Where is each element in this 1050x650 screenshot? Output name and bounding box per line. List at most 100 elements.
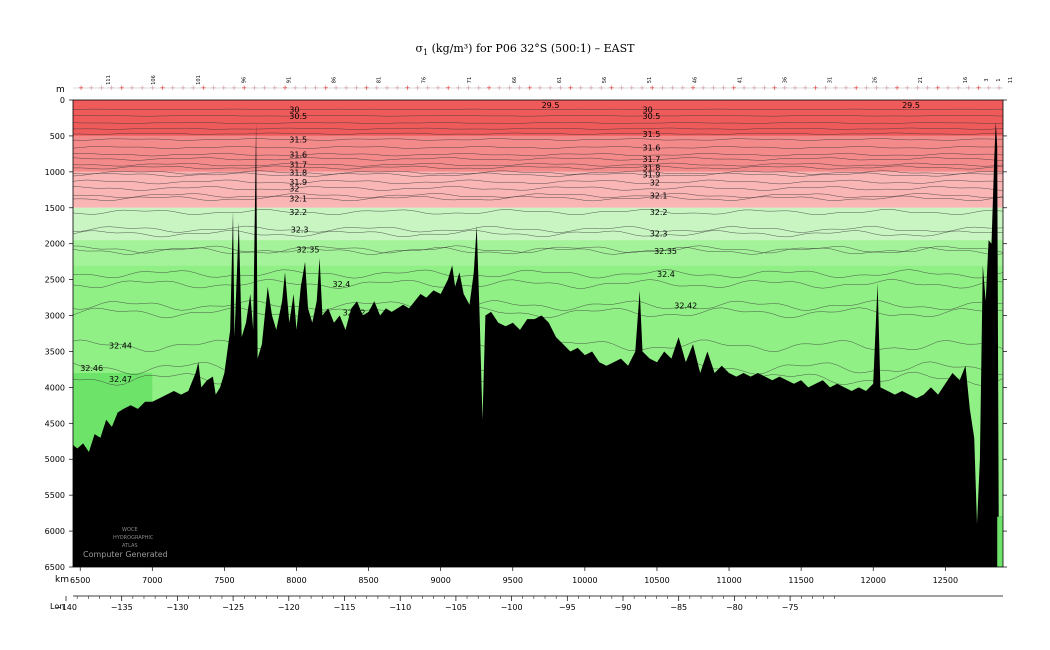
- station-label-3: 96: [241, 77, 247, 83]
- color-band-4: [73, 240, 1003, 266]
- station-mark: +: [772, 84, 778, 92]
- station-mark: +: [272, 84, 278, 92]
- station-mark: +: [98, 84, 104, 92]
- contour-line-20: [73, 245, 1003, 254]
- y-tick-label-0: 0: [60, 96, 65, 105]
- x-tick-label-11: 12000: [861, 576, 886, 585]
- y-tick-label-1: 500: [50, 132, 65, 141]
- chart-title: σ1 (kg/m³) for P06 32°S (500:1) – EAST: [0, 42, 1050, 57]
- contour-line-4: [73, 132, 1003, 135]
- watermark-line2: HYDROGRAPHIC: [113, 535, 154, 541]
- station-mark: +: [313, 84, 319, 92]
- station-label-5: 86: [332, 77, 338, 83]
- contour-line-16: [73, 195, 1003, 202]
- x-tick-label-0: 6500: [70, 576, 90, 585]
- station-mark: +: [333, 84, 339, 92]
- station-mark: +: [802, 84, 808, 92]
- contour-line-6: [73, 146, 1003, 149]
- contour-label-5: 31.6: [289, 151, 307, 160]
- station-mark: +: [976, 84, 982, 92]
- contour-label-14: 32.4: [333, 280, 351, 289]
- station-mark: +: [231, 84, 237, 92]
- lon-tick-label-10: −90: [615, 603, 632, 612]
- contour-label-24: 31.8: [643, 164, 661, 173]
- lon-tick-label-7: −105: [445, 603, 467, 612]
- station-mark: +: [425, 84, 431, 92]
- station-mark: +: [619, 84, 625, 92]
- x-tick-label-9: 11000: [716, 576, 741, 585]
- station-mark: +: [496, 84, 502, 92]
- station-mark: +: [149, 84, 155, 92]
- contour-line-21: [73, 246, 1003, 255]
- station-label-17: 26: [873, 77, 879, 83]
- contour-line-18: [73, 225, 1003, 233]
- station-mark: +: [78, 84, 84, 92]
- contour-label-27: 32.1: [650, 192, 668, 201]
- contour-line-22: [73, 269, 1003, 279]
- station-label-18: 21: [918, 77, 924, 83]
- station-mark: +: [792, 84, 798, 92]
- station-mark: +: [833, 84, 839, 92]
- x-tick-label-8: 10500: [644, 576, 669, 585]
- station-label-4: 91: [286, 77, 292, 83]
- station-mark: +: [731, 84, 737, 92]
- station-mark: +: [180, 84, 186, 92]
- title-text: (kg/m³) for P06 32°S (500:1) – EAST: [428, 42, 635, 55]
- x-tick-label-10: 11500: [788, 576, 813, 585]
- station-mark: +: [996, 84, 1002, 92]
- contour-label-30: 32.35: [654, 247, 677, 256]
- station-mark: +: [139, 84, 145, 92]
- station-mark: +: [251, 84, 257, 92]
- y-tick-label-8: 4000: [45, 383, 65, 392]
- contour-line-8: [73, 157, 1003, 161]
- y-tick-label-6: 3000: [45, 312, 65, 321]
- station-mark: +: [700, 84, 706, 92]
- contour-line-7: [73, 153, 1003, 157]
- station-mark: +: [721, 84, 727, 92]
- contour-line-23: [73, 279, 1003, 289]
- contour-line-9: [73, 162, 1003, 167]
- y-tick-label-7: 3500: [45, 347, 65, 356]
- station-mark: +: [935, 84, 941, 92]
- watermark: WOCE HYDROGRAPHIC ATLAS Computer Generat…: [83, 527, 168, 559]
- station-mark: +: [965, 84, 971, 92]
- contour-label-32: 32.42: [674, 302, 697, 311]
- y-tick-label-12: 6000: [45, 527, 65, 536]
- y-tick-label-4: 2000: [45, 240, 65, 249]
- station-mark: +: [863, 84, 869, 92]
- station-mark: +: [394, 84, 400, 92]
- station-mark: +: [323, 84, 329, 92]
- contour-label-2: 30: [289, 105, 299, 114]
- station-mark: +: [200, 84, 206, 92]
- x-tick-label-12: 12500: [933, 576, 958, 585]
- station-mark: +: [302, 84, 308, 92]
- station-mark: +: [629, 84, 635, 92]
- lon-tick-label-1: −135: [111, 603, 133, 612]
- lon-tick-label-0: −140: [55, 603, 77, 612]
- station-mark: +: [710, 84, 716, 92]
- y-tick-label-5: 2500: [45, 276, 65, 285]
- contour-line-12: [73, 172, 1003, 177]
- contour-label-12: 32.3: [291, 225, 309, 234]
- station-label-12: 51: [647, 77, 653, 83]
- contour-line-0: [73, 108, 1003, 110]
- station-mark: +: [884, 84, 890, 92]
- station-mark: +: [119, 84, 125, 92]
- lon-tick-label-11: −85: [670, 603, 687, 612]
- lon-tick-label-12: −80: [726, 603, 743, 612]
- east-edge-patch: [997, 516, 1003, 567]
- contour-line-3: [73, 127, 1003, 130]
- station-mark: +: [415, 84, 421, 92]
- y-tick-label-13: 6500: [45, 563, 65, 572]
- contour-line-24: [73, 300, 1003, 311]
- station-mark: +: [925, 84, 931, 92]
- station-label-19: 16: [963, 77, 969, 83]
- lon-tick-label-8: −100: [501, 603, 523, 612]
- station-mark: +: [292, 84, 298, 92]
- station-mark: +: [364, 84, 370, 92]
- x-tick-label-5: 9000: [430, 576, 450, 585]
- title-symbol: σ: [415, 42, 424, 55]
- seafloor-fill: [73, 121, 1003, 567]
- station-mark: +: [476, 84, 482, 92]
- contour-labels: 29.5 29.53030.531.531.631.731.831.93232.1…: [80, 101, 920, 384]
